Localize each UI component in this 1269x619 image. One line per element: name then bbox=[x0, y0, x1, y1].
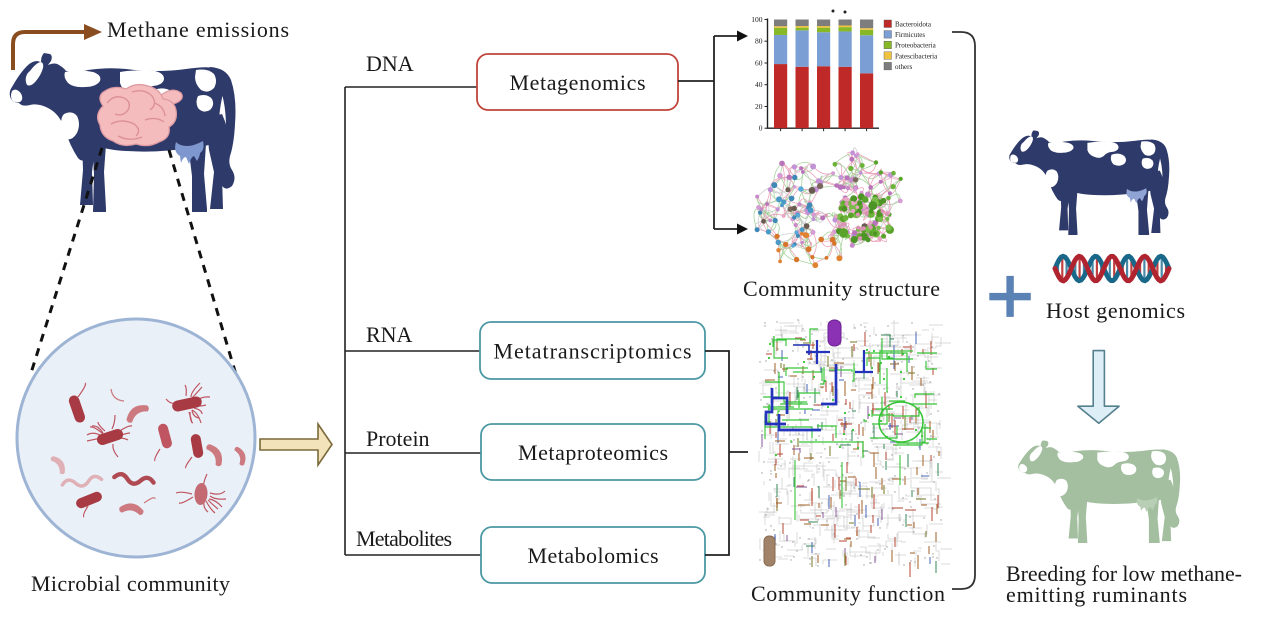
svg-text:Firmicutes: Firmicutes bbox=[895, 31, 925, 39]
svg-text:Community structure: Community structure bbox=[743, 276, 940, 301]
svg-text:DNA: DNA bbox=[366, 51, 414, 76]
svg-text:Metabolites: Metabolites bbox=[356, 526, 452, 551]
svg-text:60: 60 bbox=[755, 58, 763, 67]
svg-text:Metaproteomics: Metaproteomics bbox=[518, 440, 668, 465]
svg-text:80: 80 bbox=[755, 37, 763, 46]
svg-text:20: 20 bbox=[755, 102, 763, 111]
svg-text:Microbial community: Microbial community bbox=[31, 571, 230, 596]
svg-text:Metagenomics: Metagenomics bbox=[510, 70, 646, 95]
svg-text:Proteobacteria: Proteobacteria bbox=[895, 42, 937, 50]
svg-text:Methane emissions: Methane emissions bbox=[107, 17, 289, 42]
svg-text:Community function: Community function bbox=[751, 581, 945, 606]
svg-text:Breeding for low methane-: Breeding for low methane- bbox=[1006, 561, 1242, 586]
svg-text:40: 40 bbox=[755, 80, 763, 89]
svg-text:Protein: Protein bbox=[366, 426, 430, 451]
svg-text:Bacteroidota: Bacteroidota bbox=[895, 21, 932, 29]
svg-text:0: 0 bbox=[759, 124, 763, 133]
svg-text:Host genomics: Host genomics bbox=[1046, 298, 1185, 323]
svg-text:emitting ruminants: emitting ruminants bbox=[1006, 582, 1187, 607]
svg-text:Metabolomics: Metabolomics bbox=[528, 543, 659, 568]
svg-text:Metatranscriptomics: Metatranscriptomics bbox=[494, 339, 692, 364]
svg-text:others: others bbox=[895, 63, 912, 71]
svg-text:100: 100 bbox=[751, 15, 763, 24]
svg-text:RNA: RNA bbox=[366, 322, 413, 347]
svg-text:Patescibacteria: Patescibacteria bbox=[895, 52, 938, 60]
